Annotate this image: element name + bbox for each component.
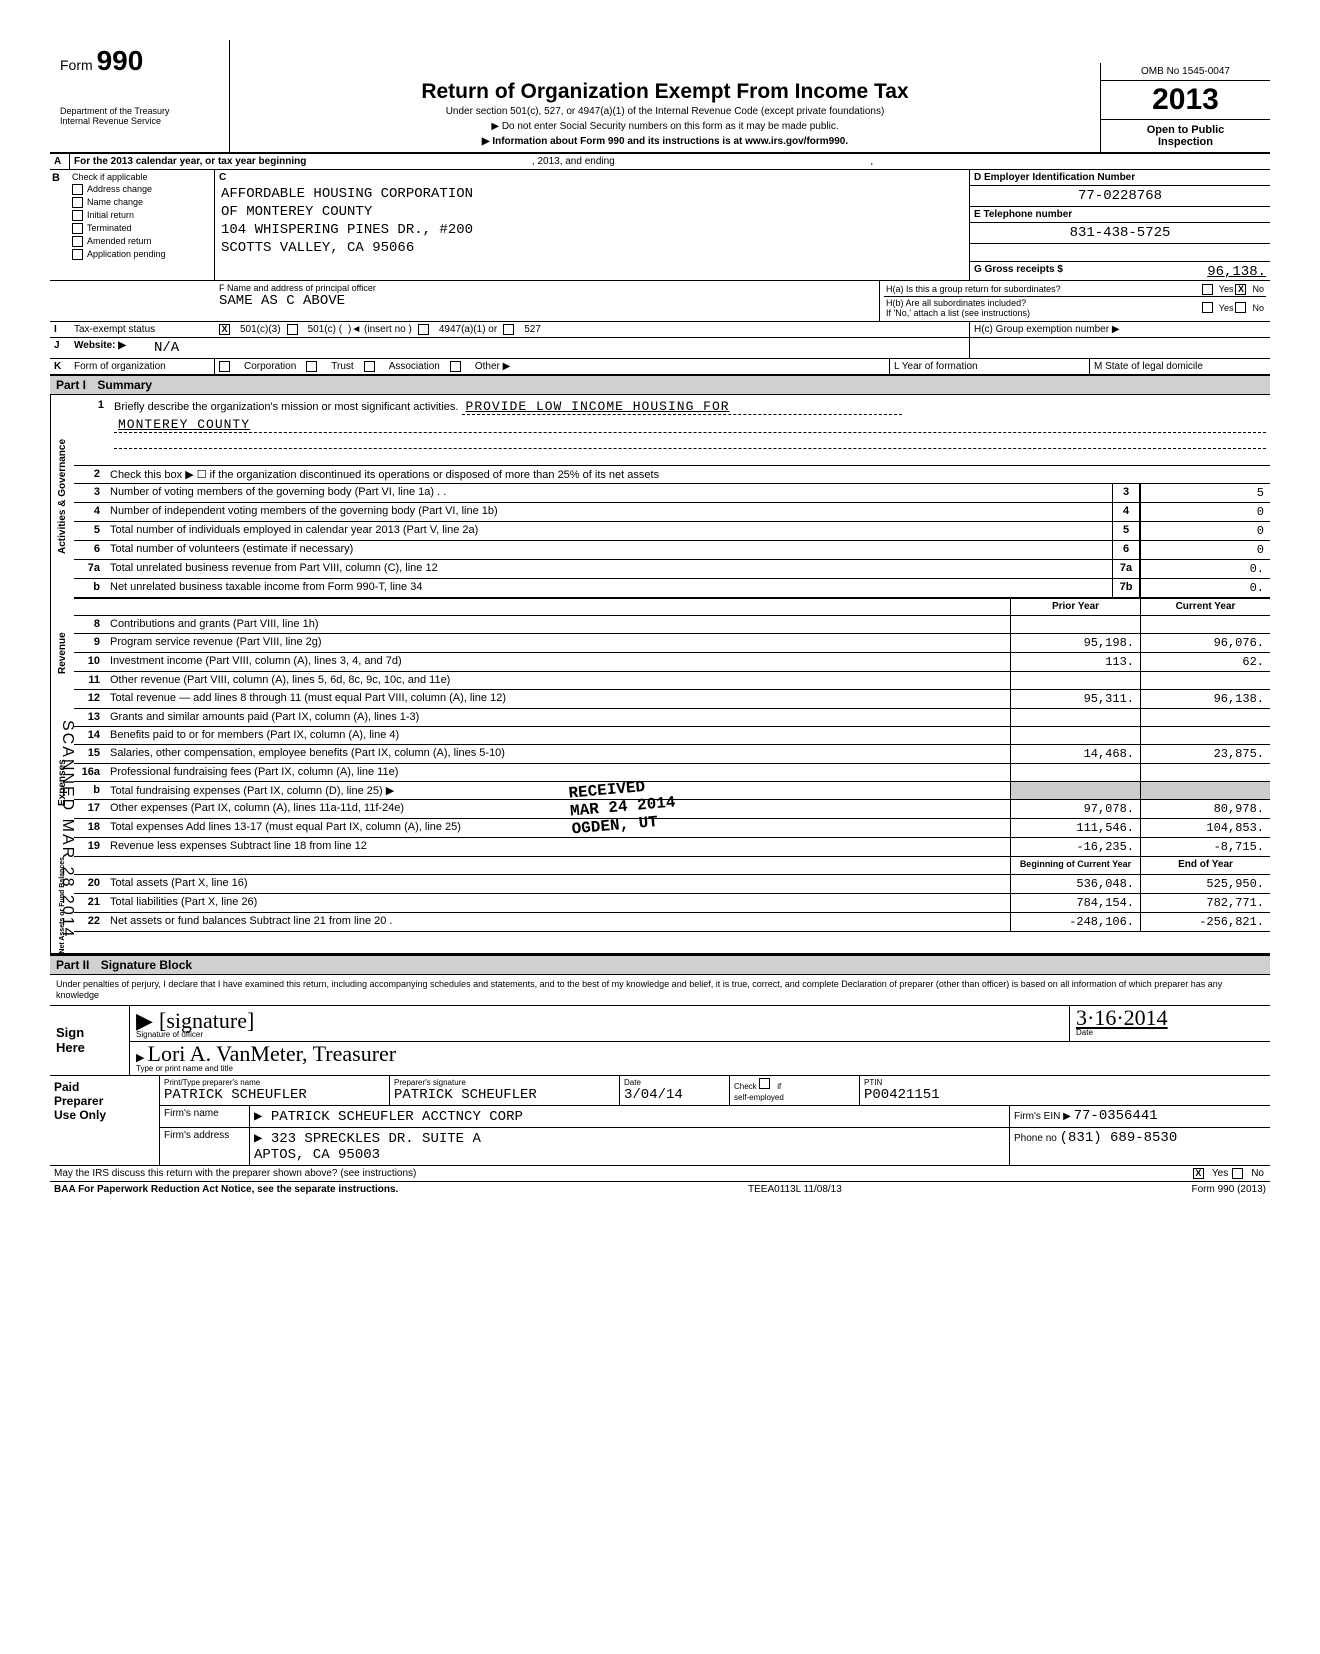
summary-line-11: 11Other revenue (Part VIII, column (A), … xyxy=(74,672,1270,690)
check-527[interactable] xyxy=(503,324,514,335)
check-if-applicable: Check if applicable xyxy=(72,172,212,182)
summary-line-21: 21Total liabilities (Part X, line 26)784… xyxy=(74,894,1270,913)
summary-line-6: 6Total number of volunteers (estimate if… xyxy=(74,541,1270,560)
summary-line-22: 22Net assets or fund balances Subtract l… xyxy=(74,913,1270,932)
firm-address-2: APTOS, CA 95003 xyxy=(254,1147,1005,1163)
part1-header: Part I Summary xyxy=(50,375,1270,395)
check-4947[interactable] xyxy=(418,324,429,335)
ptin: P00421151 xyxy=(864,1087,1266,1103)
summary-line-14: 14Benefits paid to or for members (Part … xyxy=(74,727,1270,745)
ein: 77-0228768 xyxy=(970,186,1270,207)
omb-number: OMB No 1545-0047 xyxy=(1101,63,1270,81)
telephone: 831-438-5725 xyxy=(970,223,1270,244)
sign-here-label: Sign Here xyxy=(50,1006,130,1075)
hb-yes[interactable] xyxy=(1202,302,1213,313)
check-initial-return[interactable]: Initial return xyxy=(72,210,212,221)
org-address-2: SCOTTS VALLEY, CA 95066 xyxy=(215,239,969,257)
firm-ein: 77-0356441 xyxy=(1074,1108,1158,1124)
check-terminated[interactable]: Terminated xyxy=(72,223,212,234)
summary-line-8: 8Contributions and grants (Part VIII, li… xyxy=(74,616,1270,634)
summary-line-3: 3Number of voting members of the governi… xyxy=(74,484,1270,503)
website: N/A xyxy=(150,338,970,358)
summary-line-19: 19Revenue less expenses Subtract line 18… xyxy=(74,838,1270,857)
ha-yes[interactable] xyxy=(1202,284,1213,295)
check-corp[interactable] xyxy=(219,361,230,372)
side-revenue: Revenue xyxy=(50,598,74,709)
principal-officer: SAME AS C ABOVE xyxy=(219,293,875,309)
preparer-signature: PATRICK SCHEUFLER xyxy=(394,1087,615,1103)
section-b: B Check if applicable Address change Nam… xyxy=(50,170,1270,281)
firm-name: ▶ PATRICK SCHEUFLER ACCTNCY CORP xyxy=(250,1106,1010,1127)
discuss-yes[interactable]: X xyxy=(1193,1168,1204,1179)
group-exemption: H(c) Group exemption number ▶ xyxy=(970,322,1270,337)
check-501c[interactable] xyxy=(287,324,298,335)
check-name-change[interactable]: Name change xyxy=(72,197,212,208)
summary-line-20: 20Total assets (Part X, line 16)536,048.… xyxy=(74,875,1270,894)
org-name-2: OF MONTEREY COUNTY xyxy=(215,203,969,221)
summary-line-7a: 7aTotal unrelated business revenue from … xyxy=(74,560,1270,579)
check-501c3[interactable]: X xyxy=(219,324,230,335)
check-assoc[interactable] xyxy=(364,361,375,372)
footer-code: TEEA0113L 11/08/13 xyxy=(748,1184,842,1195)
side-governance: Activities & Governance xyxy=(50,395,74,598)
check-app-pending[interactable]: Application pending xyxy=(72,249,212,260)
summary-line-12: 12Total revenue — add lines 8 through 11… xyxy=(74,690,1270,709)
check-self-employed[interactable] xyxy=(759,1078,770,1089)
ha-no[interactable]: X xyxy=(1235,284,1246,295)
check-trust[interactable] xyxy=(306,361,317,372)
summary-line-5: 5Total number of individuals employed in… xyxy=(74,522,1270,541)
discuss-no[interactable] xyxy=(1232,1168,1243,1179)
summary-line-16a: 16aProfessional fundraising fees (Part I… xyxy=(74,764,1270,782)
form-number: Form 990 xyxy=(60,45,219,77)
summary-line-b: bTotal fundraising expenses (Part IX, co… xyxy=(74,782,1270,800)
open-public: Open to Public Inspection xyxy=(1101,120,1270,152)
officer-name-title: Lori A. VanMeter, Treasurer xyxy=(148,1041,397,1066)
check-other[interactable] xyxy=(450,361,461,372)
org-address-1: 104 WHISPERING PINES DR., #200 xyxy=(215,221,969,239)
summary-line-15: 15Salaries, other compensation, employee… xyxy=(74,745,1270,764)
summary-line-b: bNet unrelated business taxable income f… xyxy=(74,579,1270,598)
footer-form: Form 990 (2013) xyxy=(1192,1184,1266,1195)
paid-preparer-label: Paid Preparer Use Only xyxy=(50,1076,160,1165)
summary-line-17: 17Other expenses (Part IX, column (A), l… xyxy=(74,800,1270,819)
preparer-date: 3/04/14 xyxy=(624,1087,725,1103)
form-note1: ▶ Do not enter Social Security numbers o… xyxy=(240,121,1090,132)
mission-1: PROVIDE LOW INCOME HOUSING FOR xyxy=(462,399,902,415)
penalty-statement: Under penalties of perjury, I declare th… xyxy=(50,975,1270,1006)
dept-label: Department of the Treasury Internal Reve… xyxy=(60,107,219,127)
summary-line-10: 10Investment income (Part VIII, column (… xyxy=(74,653,1270,672)
discuss-question: May the IRS discuss this return with the… xyxy=(50,1166,1187,1181)
check-amended[interactable]: Amended return xyxy=(72,236,212,247)
summary-line-4: 4Number of independent voting members of… xyxy=(74,503,1270,522)
summary-line-18: 18Total expenses Add lines 13-17 (must e… xyxy=(74,819,1270,838)
form-title: Return of Organization Exempt From Incom… xyxy=(240,80,1090,104)
signature-date: 3·16·2014 xyxy=(1076,1008,1264,1028)
row-a: A For the 2013 calendar year, or tax yea… xyxy=(50,154,1270,170)
scanned-stamp: SCANNED MAR 28 2014 xyxy=(58,720,76,939)
tax-year: 2013 xyxy=(1101,81,1270,120)
firm-phone: (831) 689-8530 xyxy=(1060,1130,1178,1146)
check-address-change[interactable]: Address change xyxy=(72,184,212,195)
org-name-1: AFFORDABLE HOUSING CORPORATION xyxy=(215,185,969,203)
summary-line-2: 2Check this box ▶ ☐ if the organization … xyxy=(74,466,1270,484)
summary-line-13: 13Grants and similar amounts paid (Part … xyxy=(74,709,1270,727)
form-header: Form 990 Department of the Treasury Inte… xyxy=(50,40,1270,154)
baa-notice: BAA For Paperwork Reduction Act Notice, … xyxy=(54,1184,398,1195)
firm-address-1: ▶ 323 SPRECKLES DR. SUITE A xyxy=(254,1130,1005,1147)
summary-line-9: 9Program service revenue (Part VIII, lin… xyxy=(74,634,1270,653)
form-note2: ▶ Information about Form 990 and its ins… xyxy=(240,136,1090,147)
preparer-name: PATRICK SCHEUFLER xyxy=(164,1087,385,1103)
form-subtitle: Under section 501(c), 527, or 4947(a)(1)… xyxy=(240,106,1090,117)
hb-no[interactable] xyxy=(1235,302,1246,313)
mission-2: MONTEREY COUNTY xyxy=(114,417,1266,433)
gross-receipts: 96,138. xyxy=(1207,264,1266,280)
part2-header: Part II Signature Block xyxy=(50,955,1270,975)
